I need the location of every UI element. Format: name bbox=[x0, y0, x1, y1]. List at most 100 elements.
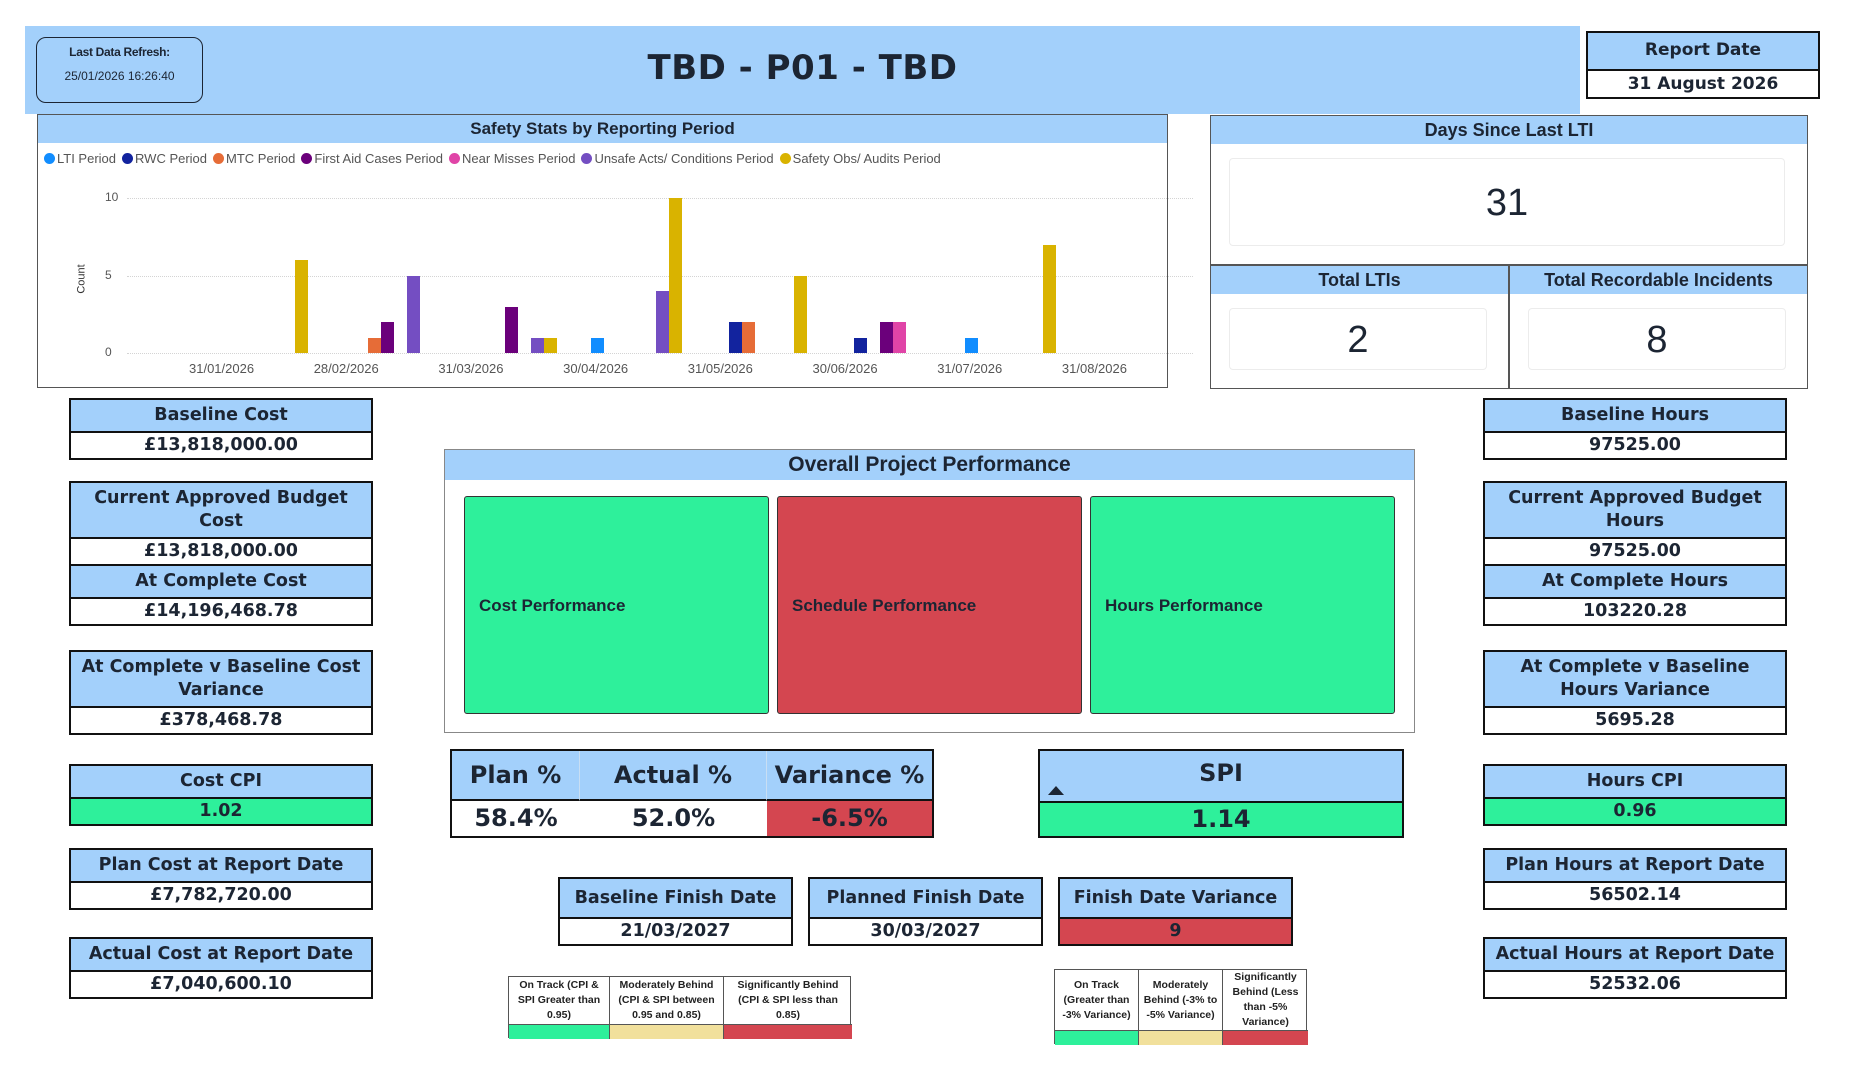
chart-bar[interactable] bbox=[295, 260, 308, 353]
chart-bar[interactable] bbox=[669, 198, 683, 353]
kpi-actual-cost-at-report-date: Actual Cost at Report Date £7,040,600.10 bbox=[69, 937, 373, 999]
schedule-performance-tile[interactable]: Schedule Performance bbox=[777, 496, 1082, 714]
baseline-finish-date-card: Baseline Finish Date 21/03/2027 bbox=[558, 877, 793, 946]
x-tick-label: 31/05/2026 bbox=[687, 361, 753, 376]
total-recordable-label: Total Recordable Incidents bbox=[1510, 266, 1807, 294]
chart-plot-area[interactable]: Count 0 5 10 31/01/2026 28/02/2026 31/03/2026… bbox=[76, 183, 1207, 383]
chart-bar[interactable] bbox=[505, 306, 519, 353]
total-ltis-card: Total LTIs 2 bbox=[1210, 265, 1509, 389]
chart-bar[interactable] bbox=[656, 291, 670, 353]
chart-bar[interactable] bbox=[1043, 244, 1057, 353]
y-tick-label: 5 bbox=[105, 267, 112, 282]
chart-bar[interactable] bbox=[544, 337, 558, 353]
kpi-value: £378,468.78 bbox=[159, 710, 283, 730]
last-refresh-label: Last Data Refresh: bbox=[69, 45, 170, 59]
legend-item[interactable]: Safety Obs/ Audits Period bbox=[779, 151, 941, 166]
x-tick-label: 31/08/2026 bbox=[1061, 361, 1127, 376]
tile-label: Schedule Performance bbox=[792, 596, 977, 615]
chart-bar[interactable] bbox=[853, 337, 867, 353]
chart-bar[interactable] bbox=[879, 322, 893, 353]
kpi-current-approved-budget-cost: Current Approved Budget Cost £13,818,000… bbox=[69, 481, 373, 566]
safety-stats-chart[interactable]: Safety Stats by Reporting Period LTI Per… bbox=[37, 114, 1193, 388]
legend-on-track-text: On Track (CPI & SPI Greater than 0.95) bbox=[509, 977, 610, 1024]
legend-dot-icon bbox=[581, 153, 593, 164]
kpi-label: Actual Cost at Report Date bbox=[71, 939, 371, 972]
y-tick-label: 0 bbox=[105, 345, 112, 359]
kpi-hours-cpi: Hours CPI 0.96 bbox=[1483, 764, 1787, 826]
variance-status-legend: On Track (Greater than -3% Variance) Mod… bbox=[1054, 969, 1308, 1045]
legend-item[interactable]: LTI Period bbox=[44, 151, 116, 166]
legend-item[interactable]: RWC Period bbox=[122, 151, 207, 166]
legend-label: Safety Obs/ Audits Period bbox=[792, 151, 941, 166]
planned-finish-value: 30/03/2027 bbox=[870, 921, 981, 941]
kpi-value: 1.02 bbox=[71, 799, 371, 824]
x-tick-label: 31/01/2026 bbox=[189, 361, 255, 376]
legend-green-swatch bbox=[1055, 1030, 1139, 1045]
chart-bar[interactable] bbox=[892, 322, 906, 353]
y-axis-label: Count bbox=[75, 264, 88, 294]
x-tick-label: 30/06/2026 bbox=[812, 361, 878, 376]
days-since-lti-value: 31 bbox=[1229, 158, 1785, 246]
gridline bbox=[127, 353, 1193, 354]
kpi-label: Hours CPI bbox=[1485, 766, 1785, 799]
chart-bar[interactable] bbox=[965, 337, 979, 353]
legend-item[interactable]: MTC Period bbox=[213, 151, 295, 166]
chart-legend[interactable]: LTI Period RWC Period MTC Period First Aid … bbox=[44, 151, 947, 166]
kpi-at-complete-v-baseline-hours-variance: At Complete v Baseline Hours Variance 56… bbox=[1483, 650, 1787, 735]
kpi-baseline-hours: Baseline Hours 97525.00 bbox=[1483, 398, 1787, 460]
spi-label: SPI bbox=[1199, 759, 1243, 787]
legend-red-swatch bbox=[724, 1024, 852, 1039]
legend-item[interactable]: Near Misses Period bbox=[449, 151, 575, 166]
chart-bar[interactable] bbox=[591, 337, 605, 353]
kpi-value: 0.96 bbox=[1485, 799, 1785, 824]
kpi-baseline-cost: Baseline Cost £13,818,000.00 bbox=[69, 398, 373, 460]
legend-label: LTI Period bbox=[57, 151, 117, 166]
legend-item[interactable]: First Aid Cases Period bbox=[301, 151, 443, 166]
kpi-label: At Complete v Baseline Cost Variance bbox=[71, 652, 371, 708]
kpi-value: £13,818,000.00 bbox=[144, 435, 298, 455]
legend-label: First Aid Cases Period bbox=[314, 151, 443, 166]
legend-moderate-text: Moderately Behind (-3% to -5% Variance) bbox=[1139, 970, 1223, 1030]
kpi-label: At Complete Hours bbox=[1485, 566, 1785, 599]
legend-label: Near Misses Period bbox=[462, 151, 576, 166]
x-tick-label: 28/02/2026 bbox=[313, 361, 379, 376]
kpi-label: Baseline Hours bbox=[1485, 400, 1785, 433]
legend-dot-icon bbox=[44, 153, 55, 164]
legend-item[interactable]: Unsafe Acts/ Conditions Period bbox=[581, 151, 774, 166]
plan-percent-label: Plan % bbox=[452, 751, 580, 801]
chart-bar[interactable] bbox=[793, 275, 807, 353]
chart-bar[interactable] bbox=[367, 337, 381, 353]
report-date-label: Report Date bbox=[1588, 33, 1818, 71]
tile-label: Cost Performance bbox=[479, 596, 626, 615]
hours-performance-tile[interactable]: Hours Performance bbox=[1090, 496, 1395, 714]
legend-yellow-swatch bbox=[610, 1024, 724, 1039]
kpi-label: Cost CPI bbox=[71, 766, 371, 799]
finish-variance-label: Finish Date Variance bbox=[1060, 879, 1291, 919]
kpi-value: 97525.00 bbox=[1589, 435, 1681, 455]
chart-title: Safety Stats by Reporting Period bbox=[38, 115, 1167, 143]
kpi-at-complete-v-baseline-cost-variance: At Complete v Baseline Cost Variance £37… bbox=[69, 650, 373, 735]
baseline-finish-value: 21/03/2027 bbox=[620, 921, 731, 941]
chart-bar[interactable] bbox=[531, 337, 545, 353]
overall-performance-title: Overall Project Performance bbox=[445, 450, 1414, 480]
chart-bar[interactable] bbox=[728, 322, 742, 353]
kpi-at-complete-cost: At Complete Cost £14,196,468.78 bbox=[69, 564, 373, 626]
kpi-label: Plan Hours at Report Date bbox=[1485, 850, 1785, 883]
finish-date-variance-card: Finish Date Variance 9 bbox=[1058, 877, 1293, 946]
chart-bar[interactable] bbox=[380, 322, 394, 353]
report-date-value: 31 August 2026 bbox=[1627, 74, 1779, 94]
total-recordable-card: Total Recordable Incidents 8 bbox=[1509, 265, 1808, 389]
chart-bar[interactable] bbox=[741, 322, 755, 353]
chart-bar[interactable] bbox=[406, 275, 420, 353]
baseline-finish-label: Baseline Finish Date bbox=[560, 879, 791, 919]
actual-percent-label: Actual % bbox=[580, 751, 767, 801]
kpi-at-complete-hours: At Complete Hours 103220.28 bbox=[1483, 564, 1787, 626]
spi-card: SPI 1.14 bbox=[1038, 749, 1404, 838]
kpi-value: £7,040,600.10 bbox=[150, 974, 292, 994]
kpi-actual-hours-at-report-date: Actual Hours at Report Date 52532.06 bbox=[1483, 937, 1787, 999]
legend-dot-icon bbox=[301, 153, 313, 164]
cost-performance-tile[interactable]: Cost Performance bbox=[464, 496, 769, 714]
y-tick-label: 10 bbox=[105, 190, 119, 204]
spi-value: 1.14 bbox=[1040, 803, 1402, 836]
kpi-label: Plan Cost at Report Date bbox=[71, 850, 371, 883]
